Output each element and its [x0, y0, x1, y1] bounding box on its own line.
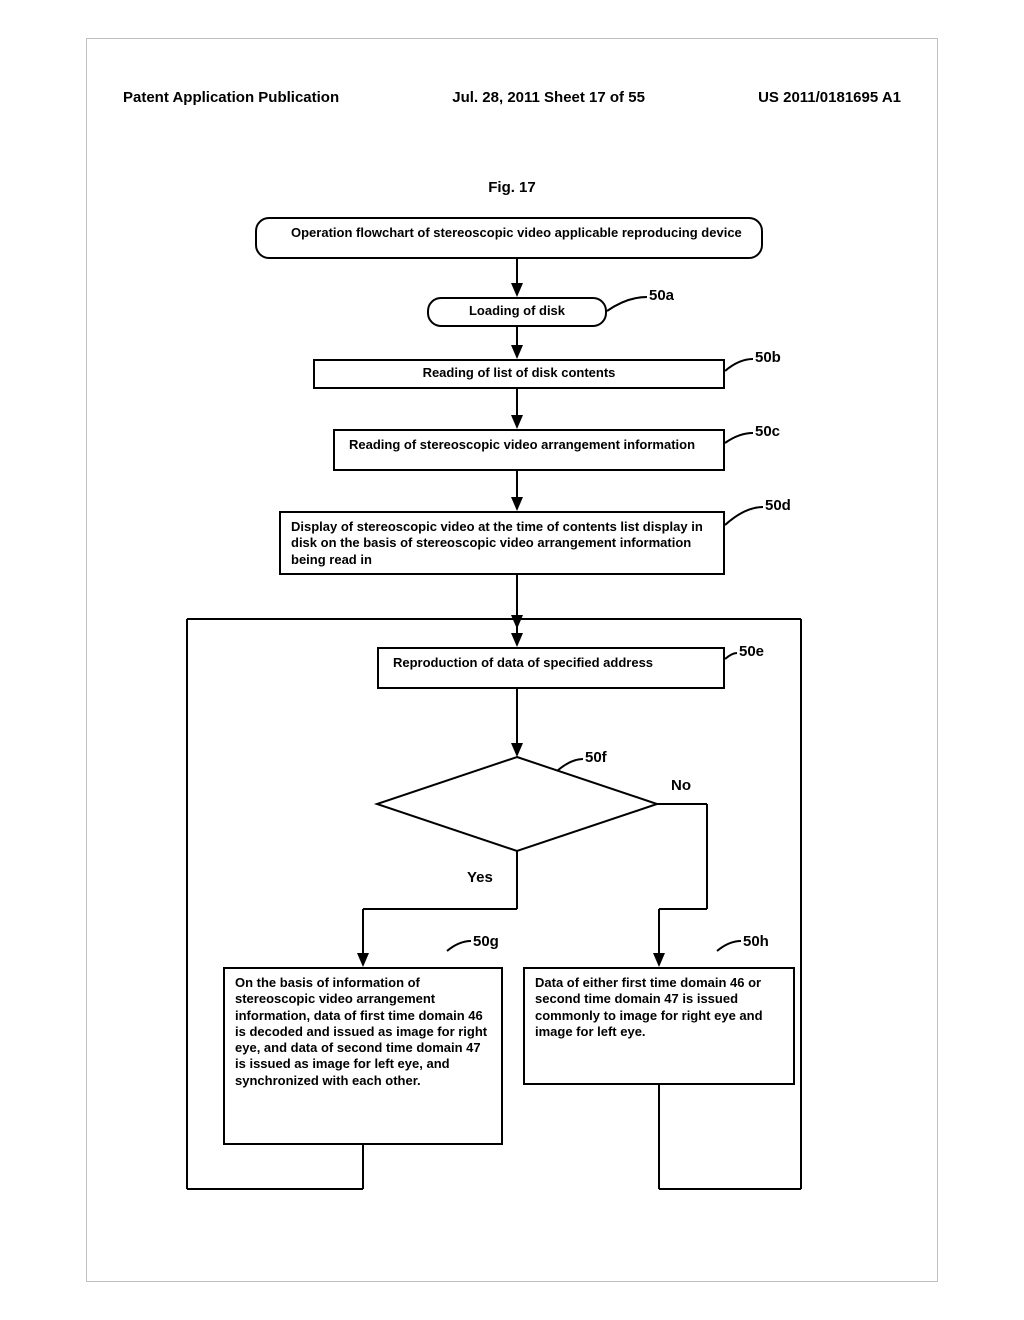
step-50f-text: Stereoscopic video data?	[415, 796, 573, 811]
flowchart-title-text: Operation flowchart of stereoscopic vide…	[267, 225, 751, 241]
step-50c-text: Reading of stereoscopic video arrangemen…	[349, 437, 695, 452]
label-50f: 50f	[585, 749, 607, 766]
step-50e: Reproduction of data of specified addres…	[377, 647, 725, 689]
label-50d: 50d	[765, 497, 791, 514]
label-no: No	[671, 777, 691, 794]
flowchart-title-box: Operation flowchart of stereoscopic vide…	[255, 217, 763, 259]
step-50g-text: On the basis of information of stereosco…	[235, 975, 487, 1088]
label-50b: 50b	[755, 349, 781, 366]
header-right: US 2011/0181695 A1	[758, 89, 901, 106]
step-50c: Reading of stereoscopic video arrangemen…	[333, 429, 725, 471]
figure-title: Fig. 17	[87, 179, 937, 196]
label-50c: 50c	[755, 423, 780, 440]
step-50h: Data of either first time domain 46 or s…	[523, 967, 795, 1085]
label-yes: Yes	[467, 869, 493, 886]
label-50a: 50a	[649, 287, 674, 304]
header-left: Patent Application Publication	[123, 89, 339, 106]
step-50d: Display of stereoscopic video at the tim…	[279, 511, 725, 575]
step-50h-text: Data of either first time domain 46 or s…	[535, 975, 763, 1039]
label-50e: 50e	[739, 643, 764, 660]
page-header: Patent Application Publication Jul. 28, …	[123, 89, 901, 106]
label-50g: 50g	[473, 933, 499, 950]
page-frame: Patent Application Publication Jul. 28, …	[86, 38, 938, 1282]
step-50b: Reading of list of disk contents	[313, 359, 725, 389]
label-50h: 50h	[743, 933, 769, 950]
header-center: Jul. 28, 2011 Sheet 17 of 55	[452, 89, 645, 106]
step-50g: On the basis of information of stereosco…	[223, 967, 503, 1145]
step-50b-text: Reading of list of disk contents	[423, 365, 616, 380]
step-50a-text: Loading of disk	[469, 303, 565, 318]
step-50a: Loading of disk	[427, 297, 607, 327]
step-50d-text: Display of stereoscopic video at the tim…	[291, 519, 703, 567]
step-50e-text: Reproduction of data of specified addres…	[393, 655, 653, 670]
